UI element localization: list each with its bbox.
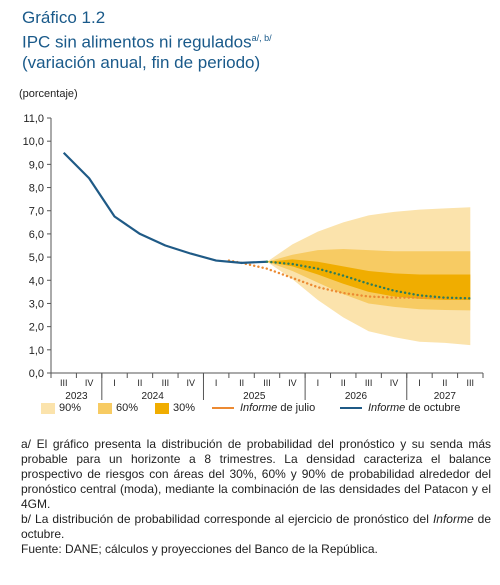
y-axis-label: (porcentaje) xyxy=(19,88,78,100)
legend-label-60: 60% xyxy=(116,402,139,414)
x-quarter-label: II xyxy=(341,378,346,388)
x-quarter-label: III xyxy=(60,378,68,388)
series-october-history xyxy=(62,151,268,264)
legend-swatch-30 xyxy=(155,402,169,414)
x-quarter-label: I xyxy=(215,378,218,388)
x-year-label: 2027 xyxy=(434,391,457,400)
legend-label-october-rest: de octubre xyxy=(405,402,461,414)
footnote-b-pre: b/ La distribución de probabilidad corre… xyxy=(21,512,433,526)
x-quarter-label: II xyxy=(137,378,142,388)
x-quarter-label: I xyxy=(317,378,320,388)
title-block: Gráfico 1.2 IPC sin alimentos ni regulad… xyxy=(22,8,272,73)
legend-label-july-rest: de julio xyxy=(277,402,316,414)
y-tick-label: 5,0 xyxy=(29,252,44,264)
y-tick-label: 11,0 xyxy=(23,113,44,125)
y-tick-label: 4,0 xyxy=(29,275,44,287)
footnote-b-italic: Informe xyxy=(432,512,474,526)
x-quarter-label: IV xyxy=(187,378,196,388)
legend-label-july-italic: Informe xyxy=(240,402,278,414)
series-october-forecast xyxy=(265,260,472,300)
x-quarter-label: I xyxy=(113,378,116,388)
x-year-label: 2025 xyxy=(243,391,266,400)
x-quarter-label: I xyxy=(418,378,421,388)
legend-item-90: 90% xyxy=(41,402,81,414)
legend-item-october: Informe de octubre xyxy=(340,402,460,414)
y-tick-label: 7,0 xyxy=(29,206,44,218)
legend-item-30: 30% xyxy=(155,402,195,414)
chart-title-footnote-marks: a/, b/ xyxy=(251,33,272,43)
x-quarter-label: IV xyxy=(85,378,94,388)
x-year-label: 2024 xyxy=(142,391,165,400)
chart-svg: 0,01,02,03,04,05,06,07,08,09,010,011,0II… xyxy=(23,113,484,400)
y-tick-label: 3,0 xyxy=(29,298,44,310)
x-year-label: 2026 xyxy=(345,391,368,400)
legend-item-july: Informe de julio xyxy=(212,402,315,414)
footnote-b-post: de octubre. xyxy=(21,512,492,541)
chart-title-text: IPC sin alimentos ni regulados xyxy=(22,32,252,52)
chart-title: IPC sin alimentos ni reguladosa/, b/ xyxy=(22,28,272,53)
chart-number: Gráfico 1.2 xyxy=(22,8,106,27)
x-year-label: 2023 xyxy=(65,391,88,400)
x-quarter-label: II xyxy=(239,378,244,388)
x-quarter-label: III xyxy=(467,378,475,388)
y-tick-label: 1,0 xyxy=(29,345,44,357)
legend: 90% 60% 30% Informe de julio Informe de … xyxy=(0,402,500,422)
x-quarter-label: IV xyxy=(288,378,297,388)
footnote-b: b/ La distribución de probabilidad corre… xyxy=(21,512,491,542)
y-tick-label: 8,0 xyxy=(29,183,44,195)
y-tick-label: 10,0 xyxy=(23,136,44,148)
chart-subtitle: (variación anual, fin de periodo) xyxy=(22,52,261,72)
y-tick-label: 6,0 xyxy=(29,229,44,241)
legend-label-october-italic: Informe xyxy=(368,402,406,414)
footnotes: a/ El gráfico presenta la distribución d… xyxy=(21,437,491,557)
y-tick-label: 9,0 xyxy=(29,159,44,171)
y-tick-label: 2,0 xyxy=(29,322,44,334)
source-note: Fuente: DANE; cálculos y proyecciones de… xyxy=(21,542,378,556)
footnote-a: a/ El gráfico presenta la distribución d… xyxy=(21,437,491,511)
legend-item-60: 60% xyxy=(98,402,138,414)
x-quarter-label: III xyxy=(263,378,271,388)
y-tick-label: 0,0 xyxy=(29,368,44,380)
x-quarter-label: III xyxy=(162,378,170,388)
x-quarter-label: IV xyxy=(390,378,399,388)
legend-label-90: 90% xyxy=(59,402,82,414)
x-quarter-label: III xyxy=(365,378,373,388)
legend-label-30: 30% xyxy=(173,402,196,414)
legend-line-october xyxy=(340,407,362,409)
legend-swatch-90 xyxy=(41,402,55,414)
legend-swatch-60 xyxy=(98,402,112,414)
legend-line-july xyxy=(212,407,234,409)
series-july-forecast xyxy=(227,259,472,300)
x-quarter-label: II xyxy=(442,378,447,388)
